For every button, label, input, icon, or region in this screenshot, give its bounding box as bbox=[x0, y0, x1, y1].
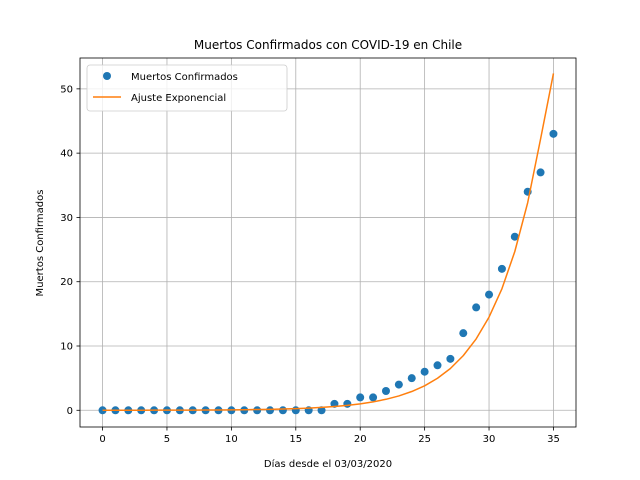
data-point bbox=[549, 129, 558, 138]
data-point bbox=[356, 393, 365, 402]
data-point bbox=[485, 290, 494, 299]
y-tick-label: 0 bbox=[67, 406, 73, 417]
y-axis-label: Muertos Confirmados bbox=[35, 190, 46, 297]
data-point bbox=[98, 406, 107, 415]
x-tick-label: 20 bbox=[354, 434, 367, 445]
y-tick-label: 20 bbox=[60, 277, 73, 288]
data-point bbox=[472, 303, 481, 312]
data-point bbox=[536, 168, 545, 177]
x-tick-label: 25 bbox=[418, 434, 431, 445]
legend-box bbox=[86, 64, 288, 112]
y-tick-label: 40 bbox=[60, 149, 73, 160]
axis-ticks: 0 5 10 15 20 25 30 35 0 10 20 30 40 50 bbox=[60, 84, 560, 445]
data-point bbox=[407, 374, 416, 383]
data-point bbox=[420, 367, 429, 376]
y-tick-label: 10 bbox=[60, 342, 73, 353]
plot-frame bbox=[79, 57, 577, 428]
x-tick-label: 15 bbox=[289, 434, 302, 445]
data-point bbox=[497, 264, 506, 273]
data-point bbox=[459, 329, 468, 338]
legend-label-points: Muertos Confirmados bbox=[131, 72, 238, 83]
data-point bbox=[266, 406, 275, 415]
data-point bbox=[381, 387, 390, 395]
data-point bbox=[291, 406, 300, 415]
data-point bbox=[394, 380, 403, 389]
data-point bbox=[369, 393, 378, 402]
y-tick-label: 30 bbox=[60, 213, 73, 224]
chart-title: Muertos Confirmados con COVID-19 en Chil… bbox=[194, 38, 462, 52]
plot-series bbox=[98, 73, 558, 415]
legend-label-line: Ajuste Exponencial bbox=[131, 93, 226, 104]
legend: Muertos Confirmados Ajuste Exponencial bbox=[86, 64, 288, 112]
x-tick-label: 10 bbox=[225, 434, 238, 445]
x-tick-label: 30 bbox=[483, 434, 496, 445]
x-tick-label: 0 bbox=[99, 434, 105, 445]
fit-line bbox=[102, 73, 555, 411]
data-point bbox=[433, 361, 442, 370]
data-point bbox=[253, 406, 262, 415]
x-axis-label: Días desde el 03/03/2020 bbox=[264, 458, 392, 470]
data-point bbox=[278, 406, 287, 415]
x-tick-label: 5 bbox=[164, 434, 170, 445]
legend-marker-points bbox=[103, 72, 111, 80]
data-point bbox=[343, 399, 352, 408]
data-point bbox=[446, 354, 455, 363]
y-tick-label: 50 bbox=[60, 84, 73, 95]
data-point bbox=[317, 406, 326, 415]
data-point bbox=[510, 232, 519, 241]
x-tick-label: 35 bbox=[547, 434, 560, 445]
